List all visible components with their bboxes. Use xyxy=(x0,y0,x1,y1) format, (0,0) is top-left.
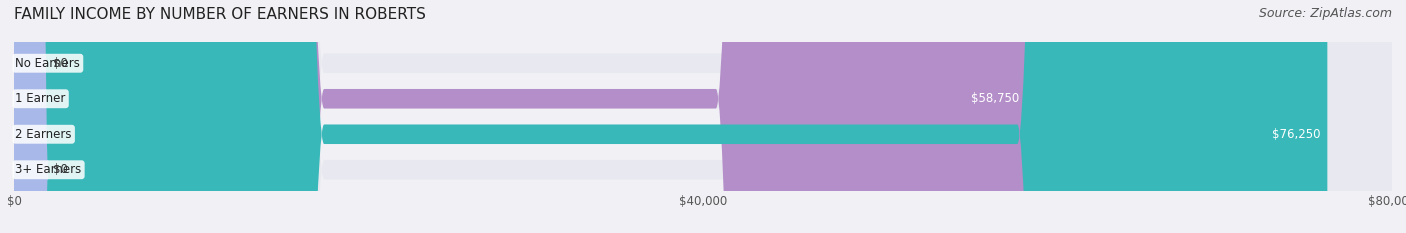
Text: $76,250: $76,250 xyxy=(1272,128,1320,141)
FancyBboxPatch shape xyxy=(14,0,1392,233)
FancyBboxPatch shape xyxy=(14,0,1392,233)
Text: FAMILY INCOME BY NUMBER OF EARNERS IN ROBERTS: FAMILY INCOME BY NUMBER OF EARNERS IN RO… xyxy=(14,7,426,22)
FancyBboxPatch shape xyxy=(14,0,1026,233)
Text: $58,750: $58,750 xyxy=(970,92,1019,105)
Text: No Earners: No Earners xyxy=(15,57,80,70)
FancyBboxPatch shape xyxy=(14,0,1392,233)
Text: $0: $0 xyxy=(52,163,67,176)
Text: Source: ZipAtlas.com: Source: ZipAtlas.com xyxy=(1258,7,1392,20)
FancyBboxPatch shape xyxy=(4,0,48,233)
FancyBboxPatch shape xyxy=(4,0,48,233)
Text: 3+ Earners: 3+ Earners xyxy=(15,163,82,176)
Text: $0: $0 xyxy=(52,57,67,70)
Text: 2 Earners: 2 Earners xyxy=(15,128,72,141)
FancyBboxPatch shape xyxy=(14,0,1392,233)
Text: 1 Earner: 1 Earner xyxy=(15,92,66,105)
FancyBboxPatch shape xyxy=(14,0,1327,233)
